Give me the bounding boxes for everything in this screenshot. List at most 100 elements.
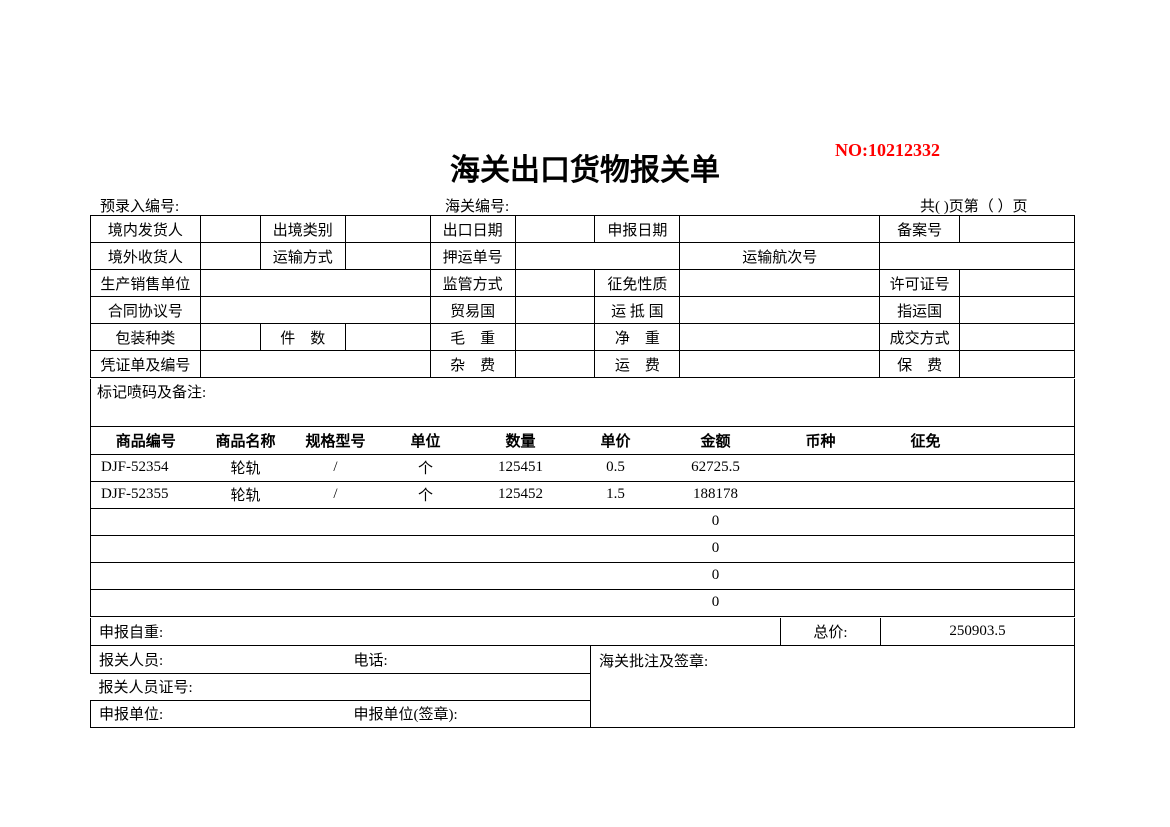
label-cert-no: 报关人员证号: bbox=[91, 673, 591, 700]
cell bbox=[771, 508, 871, 535]
label-declarant: 报关人员: bbox=[91, 646, 346, 673]
label-dest-country: 运 抵 国 bbox=[595, 297, 680, 324]
cell bbox=[471, 589, 571, 616]
val-levy-nature bbox=[680, 270, 880, 297]
label-total: 总价: bbox=[781, 618, 881, 645]
cell bbox=[871, 535, 981, 562]
cell bbox=[471, 535, 571, 562]
cell bbox=[471, 562, 571, 589]
val-escort-no bbox=[515, 243, 680, 270]
label-dec-unit: 申报单位: bbox=[91, 700, 346, 727]
item-row: 0 bbox=[91, 535, 1075, 562]
label-piece-count: 件 数 bbox=[260, 324, 345, 351]
footer-section: 报关人员: 电话: 海关批注及签章: 报关人员证号: 申报单位: 申报单位(签章… bbox=[90, 646, 1075, 728]
cell: 125451 bbox=[471, 454, 571, 481]
cell bbox=[91, 562, 201, 589]
cell bbox=[871, 589, 981, 616]
val-gross-weight bbox=[515, 324, 595, 351]
label-misc-fee: 杂 费 bbox=[430, 351, 515, 378]
col-amount: 金额 bbox=[661, 427, 771, 454]
cell: / bbox=[291, 454, 381, 481]
cell bbox=[201, 562, 291, 589]
label-transport-mode: 运输方式 bbox=[260, 243, 345, 270]
label-voucher-no: 凭证单及编号 bbox=[91, 351, 201, 378]
val-net-weight bbox=[680, 324, 880, 351]
cell bbox=[571, 535, 661, 562]
label-net-weight: 净 重 bbox=[595, 324, 680, 351]
cell bbox=[381, 589, 471, 616]
label-record-no: 备案号 bbox=[880, 216, 960, 243]
cell bbox=[381, 562, 471, 589]
item-row: DJF-52354 轮轨 / 个 125451 0.5 62725.5 bbox=[91, 454, 1075, 481]
cell: 0 bbox=[661, 562, 771, 589]
label-package-type: 包装种类 bbox=[91, 324, 201, 351]
cell: 0 bbox=[661, 535, 771, 562]
cell bbox=[291, 535, 381, 562]
val-license-no bbox=[960, 270, 1075, 297]
val-overseas-consignee bbox=[200, 243, 260, 270]
label-overseas-consignee: 境外收货人 bbox=[91, 243, 201, 270]
cell bbox=[91, 589, 201, 616]
cell bbox=[571, 589, 661, 616]
label-self-weight: 申报自重: bbox=[91, 618, 781, 645]
col-name: 商品名称 bbox=[201, 427, 291, 454]
val-record-no bbox=[960, 216, 1075, 243]
val-domestic-shipper bbox=[200, 216, 260, 243]
val-freight bbox=[680, 351, 880, 378]
val-contract-no bbox=[200, 297, 430, 324]
val-dest-country bbox=[680, 297, 880, 324]
total-value: 250903.5 bbox=[881, 618, 1075, 645]
cell bbox=[91, 535, 201, 562]
header-grid: 境内发货人 出境类别 出口日期 申报日期 备案号 境外收货人 运输方式 押运单号… bbox=[90, 215, 1075, 378]
label-dec-unit-seal: 申报单位(签章): bbox=[346, 700, 591, 727]
col-currency: 币种 bbox=[771, 427, 871, 454]
cell: 轮轨 bbox=[201, 454, 291, 481]
cell bbox=[981, 508, 1075, 535]
form-title: 海关出口货物报关单 bbox=[0, 145, 1170, 189]
label-gross-weight: 毛 重 bbox=[430, 324, 515, 351]
cell bbox=[871, 454, 981, 481]
cell bbox=[471, 508, 571, 535]
cell bbox=[381, 535, 471, 562]
cell bbox=[771, 481, 871, 508]
label-escort-no: 押运单号 bbox=[430, 243, 515, 270]
cell bbox=[291, 589, 381, 616]
cell: 个 bbox=[381, 454, 471, 481]
val-export-date bbox=[515, 216, 595, 243]
cell bbox=[381, 508, 471, 535]
cell: 125452 bbox=[471, 481, 571, 508]
col-price: 单价 bbox=[571, 427, 661, 454]
val-trade-country bbox=[515, 297, 595, 324]
val-misc-fee bbox=[515, 351, 595, 378]
cell bbox=[201, 508, 291, 535]
cell: 1.5 bbox=[571, 481, 661, 508]
label-freight: 运 费 bbox=[595, 351, 680, 378]
items-header-row: 商品编号 商品名称 规格型号 单位 数量 单价 金额 币种 征免 bbox=[91, 427, 1075, 454]
cell bbox=[871, 562, 981, 589]
label-trade-terms: 成交方式 bbox=[880, 324, 960, 351]
cell: 62725.5 bbox=[661, 454, 771, 481]
marks-notes: 标记喷码及备注: bbox=[90, 379, 1075, 427]
pre-entry-no-label: 预录入编号: bbox=[100, 195, 179, 216]
col-exempt: 征免 bbox=[871, 427, 981, 454]
val-transport-mode bbox=[345, 243, 430, 270]
val-voucher-no bbox=[200, 351, 430, 378]
label-license-no: 许可证号 bbox=[880, 270, 960, 297]
label-customs-note: 海关批注及签章: bbox=[591, 646, 1075, 727]
val-voyage-no bbox=[880, 243, 1075, 270]
page-indicator: 共( )页第（ ）页 bbox=[920, 195, 1028, 216]
cell bbox=[981, 481, 1075, 508]
cell: DJF-52355 bbox=[91, 481, 201, 508]
cell bbox=[291, 562, 381, 589]
label-supervision: 监管方式 bbox=[430, 270, 515, 297]
label-export-date: 出口日期 bbox=[430, 216, 515, 243]
label-producer: 生产销售单位 bbox=[91, 270, 201, 297]
cell bbox=[771, 454, 871, 481]
cell bbox=[981, 589, 1075, 616]
cell bbox=[871, 481, 981, 508]
label-declare-date: 申报日期 bbox=[595, 216, 680, 243]
label-phone: 电话: bbox=[346, 646, 591, 673]
cell bbox=[291, 508, 381, 535]
cell: 0 bbox=[661, 508, 771, 535]
val-insurance bbox=[960, 351, 1075, 378]
